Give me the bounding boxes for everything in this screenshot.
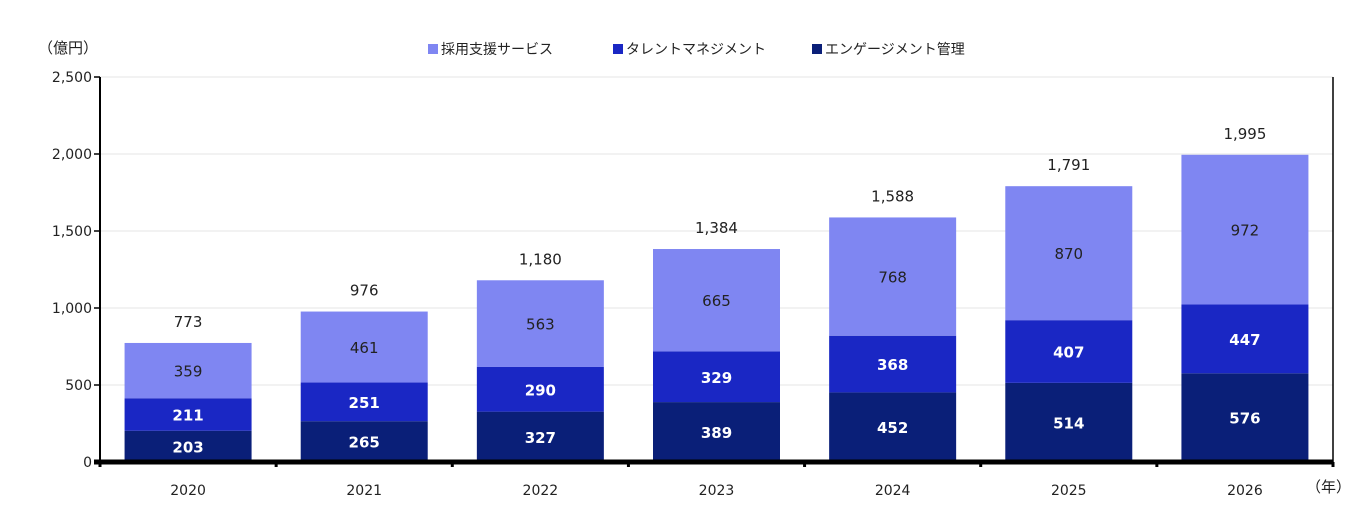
segment-value-label: 265 — [349, 434, 380, 452]
data-labels: 203 211 359 773 265 251 461 976 327 290 563 1,180 38… — [172, 125, 1266, 457]
segment-value-label: 461 — [350, 339, 379, 357]
bar-segment — [124, 342, 252, 399]
x-tick-label: 2022 — [523, 483, 559, 499]
bars — [124, 154, 1309, 462]
bar-segment — [476, 411, 604, 462]
x-tick-label: 2024 — [875, 483, 911, 499]
segment-value-label: 368 — [877, 356, 908, 374]
bar-segment — [829, 217, 957, 336]
legend-swatch — [613, 44, 623, 54]
bar-segment — [300, 311, 428, 383]
total-value-label: 976 — [350, 282, 379, 300]
x-tick-label: 2023 — [699, 483, 735, 499]
total-value-label: 773 — [174, 313, 203, 331]
bar-segment — [829, 392, 957, 462]
axes: 0 500 1,000 1,500 2,000 2,500 2020 2021 2022 2023… — [52, 70, 1335, 499]
segment-value-label: 251 — [349, 394, 380, 412]
bar-segment — [1005, 382, 1133, 462]
x-axis-unit: （年） — [1306, 478, 1351, 496]
total-value-label: 1,588 — [871, 187, 914, 205]
bar-segment — [124, 398, 252, 431]
segment-value-label: 514 — [1053, 414, 1084, 432]
y-tick-label: 0 — [83, 455, 92, 471]
segment-value-label: 211 — [172, 406, 203, 424]
segment-value-label: 665 — [702, 292, 731, 310]
segment-value-label: 447 — [1229, 331, 1260, 349]
segment-value-label: 327 — [525, 429, 556, 447]
segment-value-label: 359 — [174, 363, 203, 381]
bar-segment — [653, 402, 780, 462]
total-value-label: 1,384 — [695, 219, 738, 237]
bar-segment — [653, 249, 780, 352]
x-tick-label: 2020 — [170, 483, 206, 499]
segment-value-label: 768 — [878, 269, 907, 287]
total-value-label: 1,995 — [1223, 125, 1266, 143]
y-tick-label: 2,000 — [52, 147, 92, 163]
bar-segment — [1005, 320, 1133, 383]
y-tick-label: 2,500 — [52, 70, 92, 86]
segment-value-label: 407 — [1053, 344, 1084, 362]
legend-label: エンゲージメント管理 — [825, 42, 965, 58]
segment-value-label: 203 — [172, 438, 203, 456]
bar-segment — [653, 351, 780, 403]
bar-segment — [124, 430, 252, 462]
bar-segment — [1005, 186, 1133, 321]
legend: 採用支援サービス タレントマネジメント エンゲージメント管理 — [428, 42, 965, 58]
x-tick-label: 2026 — [1227, 483, 1263, 499]
bar-segment — [300, 421, 428, 462]
bar-segment — [829, 335, 957, 393]
legend-label: タレントマネジメント — [626, 42, 766, 58]
segment-value-label: 576 — [1229, 410, 1260, 428]
segment-value-label: 563 — [526, 316, 555, 334]
bar-segment — [1181, 373, 1309, 462]
y-tick-label: 1,000 — [52, 301, 92, 317]
bar-segment — [476, 280, 604, 367]
x-tick-label: 2021 — [346, 483, 382, 499]
x-tick-label: 2025 — [1051, 483, 1087, 499]
y-tick-label: 1,500 — [52, 224, 92, 240]
legend-label: 採用支援サービス — [441, 42, 553, 58]
segment-value-label: 290 — [525, 381, 556, 399]
y-tick-label: 500 — [65, 378, 92, 394]
bar-segment — [1181, 304, 1309, 374]
bar-segment — [1181, 154, 1309, 305]
segment-value-label: 389 — [701, 424, 732, 442]
legend-swatch — [428, 44, 438, 54]
legend-swatch — [812, 44, 822, 54]
segment-value-label: 870 — [1054, 245, 1083, 263]
bar-segment — [300, 382, 428, 422]
bar-segment — [476, 366, 604, 412]
total-value-label: 1,180 — [519, 250, 562, 268]
segment-value-label: 329 — [701, 369, 732, 387]
segment-value-label: 452 — [877, 419, 908, 437]
y-axis-unit: （億円） — [38, 39, 98, 57]
segment-value-label: 972 — [1231, 222, 1260, 240]
total-value-label: 1,791 — [1047, 156, 1090, 174]
